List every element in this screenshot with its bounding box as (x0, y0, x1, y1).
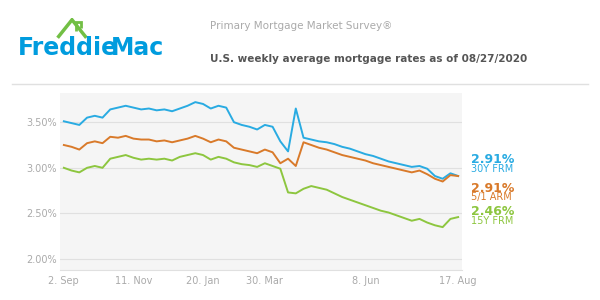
Text: Freddie: Freddie (18, 36, 118, 60)
Text: 2.46%: 2.46% (471, 205, 514, 218)
Text: 15Y FRM: 15Y FRM (471, 216, 514, 226)
Text: 30Y FRM: 30Y FRM (471, 164, 513, 173)
Text: U.S. weekly average mortgage rates as of 08/27/2020: U.S. weekly average mortgage rates as of… (210, 54, 527, 64)
Text: 5/1 ARM: 5/1 ARM (471, 192, 512, 202)
Text: Mac: Mac (111, 36, 164, 60)
Text: 2.91%: 2.91% (471, 182, 514, 194)
Text: Primary Mortgage Market Survey®: Primary Mortgage Market Survey® (210, 21, 392, 31)
Text: 2.91%: 2.91% (471, 153, 514, 166)
